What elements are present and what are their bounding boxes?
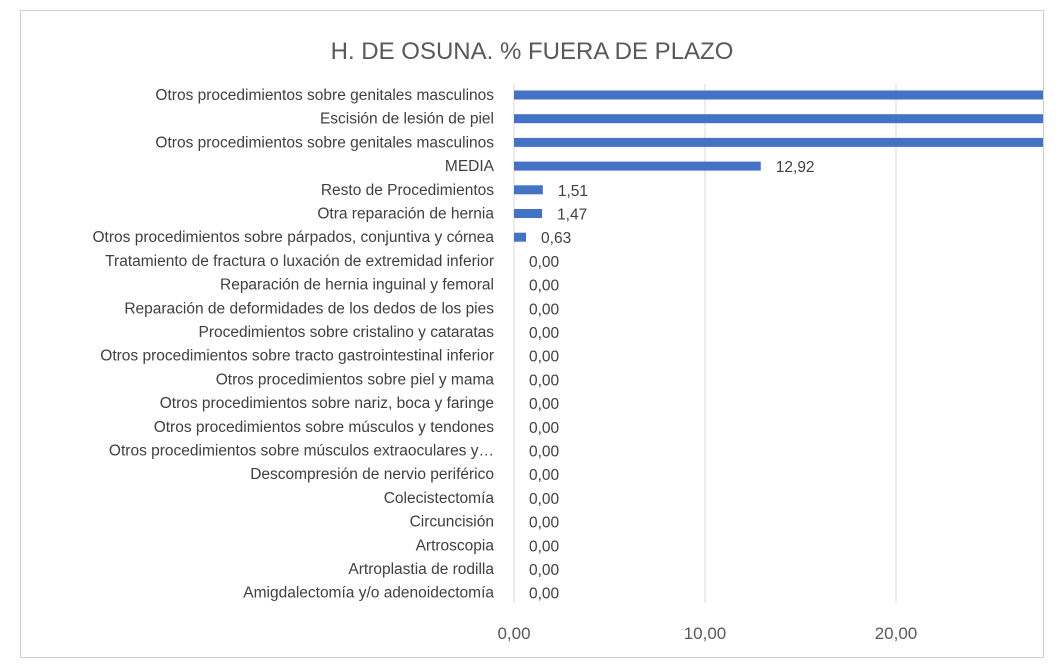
category-label: Otros procedimientos sobre piel y mama [216,371,495,388]
value-label: 0,00 [529,467,560,484]
bar-chart: H. DE OSUNA. % FUERA DE PLAZO Otros proc… [93,38,1043,643]
category-label: Otros procedimientos sobre genitales mas… [155,87,494,104]
value-label: 0,63 [541,230,571,247]
value-label: 0,00 [529,586,560,603]
x-tick-label: 10,00 [684,624,727,643]
value-label: 0,00 [529,444,560,461]
chart-frame: H. DE OSUNA. % FUERA DE PLAZO Otros proc… [20,10,1044,658]
category-labels: Otros procedimientos sobre genitales mas… [93,87,495,602]
value-label: 0,00 [529,396,560,413]
value-label: 0,00 [529,420,560,437]
category-label: Artroplastia de rodilla [348,561,494,578]
category-label: Reparación de hernia inguinal y femoral [220,277,494,294]
category-label: Otros procedimientos sobre párpados, con… [93,229,495,246]
value-label: 0,00 [529,254,560,271]
bar [514,114,1043,124]
category-label: Circuncisión [410,514,494,531]
chart-title: H. DE OSUNA. % FUERA DE PLAZO [331,38,734,65]
value-label: 0,00 [529,278,560,295]
value-label: 1,51 [558,183,588,200]
value-label: 0,00 [529,562,560,579]
value-label: 0,00 [529,349,560,366]
category-label: Otros procedimientos sobre músculos y te… [154,419,495,436]
category-label: Reparación de deformidades de los dedos … [124,300,494,317]
value-label: 12,92 [776,159,815,176]
category-label: Resto de Procedimientos [321,182,494,199]
value-label: 1,47 [557,207,587,224]
category-label: Escisión de lesión de piel [320,111,494,128]
category-label: Amigdalectomía y/o adenoidectomía [243,585,494,602]
category-label: Descompresión de nervio periférico [250,466,494,483]
category-label: Artroscopia [416,537,495,554]
bar [514,161,761,171]
x-tick-label: 20,00 [875,624,918,643]
category-label: Colecistectomía [384,490,495,507]
bar [514,209,543,218]
value-labels: 45,5340,1632,6912,921,511,470,630,000,00… [529,159,815,603]
bars [514,90,1043,242]
category-label: Procedimientos sobre cristalino y catara… [199,324,495,341]
value-label: 0,00 [529,515,560,532]
bar [514,137,1043,147]
value-label: 0,00 [529,491,560,508]
bar [514,232,527,242]
bar [514,90,1043,100]
category-label: Tratamiento de fractura o luxación de ex… [105,253,494,270]
category-label: Otros procedimientos sobre nariz, boca y… [160,395,494,412]
value-label: 0,00 [529,301,560,318]
value-label: 0,00 [529,372,560,389]
value-label: 0,00 [529,325,560,342]
bar [514,185,543,195]
category-label: Otra reparación de hernia [317,206,494,223]
category-label: Otros procedimientos sobre músculos extr… [109,443,494,460]
value-label: 0,00 [529,538,560,555]
category-label: Otros procedimientos sobre tracto gastro… [100,348,494,365]
category-label: Otros procedimientos sobre genitales mas… [155,134,494,151]
category-label: MEDIA [445,158,495,175]
x-tick-label: 0,00 [497,624,530,643]
